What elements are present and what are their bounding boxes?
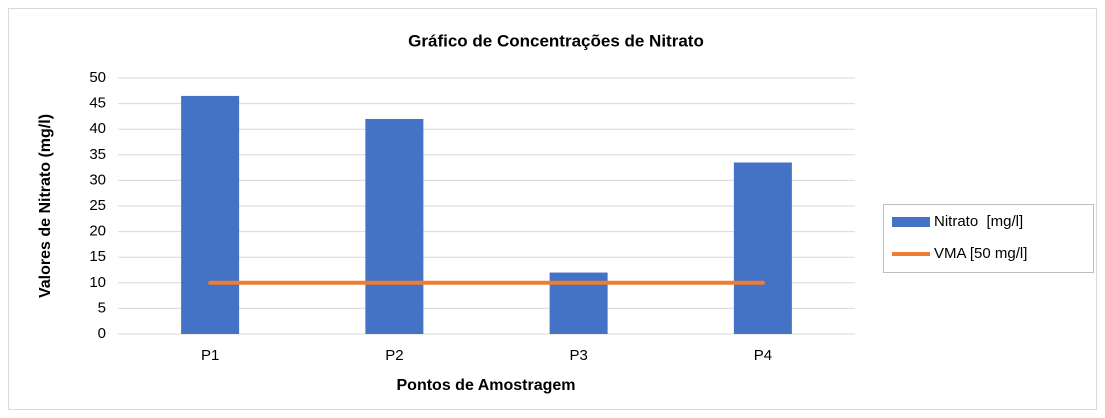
legend-swatch xyxy=(892,217,930,227)
y-tick-label: 35 xyxy=(89,146,106,163)
y-tick-label: 15 xyxy=(89,248,106,265)
x-tick-label: P4 xyxy=(754,347,772,364)
y-axis-label: Valores de Nitrato (mg/l) xyxy=(37,114,54,298)
y-tick-label: 5 xyxy=(98,299,106,316)
bar xyxy=(733,162,792,334)
y-tick-label: 40 xyxy=(89,120,106,137)
y-tick-label: 10 xyxy=(89,274,106,291)
y-tick-label: 20 xyxy=(89,223,106,240)
bar xyxy=(181,95,240,334)
y-tick-label: 50 xyxy=(89,69,106,86)
legend-label: VMA [50 mg/l] xyxy=(934,245,1027,262)
x-tick-label: P1 xyxy=(201,347,219,364)
x-axis-label: Pontos de Amostragem xyxy=(397,377,576,394)
bar xyxy=(365,118,424,335)
x-tick-label: P2 xyxy=(385,347,403,364)
chart-title: Gráfico de Concentrações de Nitrato xyxy=(408,31,704,50)
legend-box xyxy=(883,204,1094,273)
legend-label: Nitrato [mg/l] xyxy=(934,213,1023,230)
y-tick-label: 0 xyxy=(98,325,106,342)
y-tick-label: 30 xyxy=(89,171,106,188)
y-tick-label: 45 xyxy=(89,95,106,112)
x-tick-label: P3 xyxy=(569,347,587,364)
y-tick-label: 25 xyxy=(89,197,106,214)
